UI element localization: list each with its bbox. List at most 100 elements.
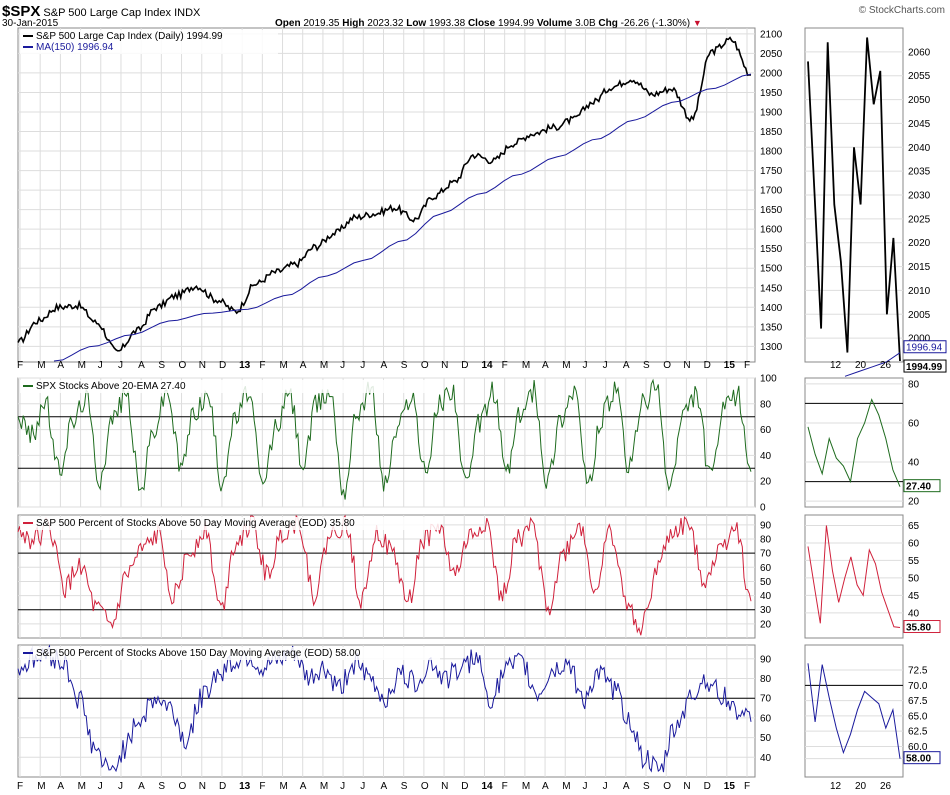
x-tick-label: N — [683, 360, 690, 371]
series-line — [17, 514, 752, 636]
x-tick-label: D — [704, 360, 711, 371]
legend-label: S&P 500 Large Cap Index (Daily) 1994.99 — [36, 31, 223, 42]
x-tick-label: O — [421, 360, 429, 371]
zoom-y-tick-label: 60 — [908, 538, 920, 549]
x-tick-label: N — [199, 781, 206, 792]
y-tick-label: 1500 — [760, 264, 783, 275]
x-tick-label: S — [158, 360, 165, 371]
x-tick-label: D — [219, 781, 226, 792]
zoom-y-tick-label: 2005 — [908, 310, 931, 321]
x-tick-label: 13 — [239, 781, 251, 792]
zoom-series-line — [807, 398, 901, 487]
y-tick-label: 30 — [760, 605, 772, 616]
zoom-series-line — [807, 525, 901, 628]
symbol: $SPX — [2, 3, 41, 20]
x-tick-label: J — [118, 781, 123, 792]
x-tick-label: A — [623, 781, 630, 792]
zoom-y-tick-label: 2045 — [908, 119, 931, 130]
x-tick-label: J — [98, 360, 103, 371]
x-tick-label: A — [381, 781, 388, 792]
x-tick-label: 14 — [481, 781, 493, 792]
watermark: © StockCharts.com — [858, 5, 945, 16]
zoom-x-tick-label: 12 — [830, 360, 842, 371]
series-line — [17, 644, 752, 773]
last-value-label: 58.00 — [906, 754, 931, 765]
x-tick-label: F — [502, 360, 508, 371]
y-tick-label: 20 — [760, 619, 772, 630]
y-tick-label: 1800 — [760, 147, 783, 158]
x-tick-label: M — [78, 360, 86, 371]
x-tick-label: F — [744, 360, 750, 371]
y-tick-label: 1650 — [760, 205, 783, 216]
symbol-name: S&P 500 Large Cap Index — [43, 7, 172, 19]
y-tick-label: 80 — [760, 674, 772, 685]
x-tick-label: S — [158, 781, 165, 792]
y-tick-label: 1350 — [760, 322, 783, 333]
close-value: 1994.99 — [497, 18, 535, 29]
zoom-x-tick-label: 20 — [855, 360, 867, 371]
zoom-y-tick-label: 2015 — [908, 262, 931, 273]
x-tick-label: S — [401, 781, 408, 792]
last-value-label: 27.40 — [906, 482, 931, 493]
zoom-ma-line — [844, 352, 901, 377]
y-tick-label: 2000 — [760, 68, 783, 79]
y-tick-label: 50 — [760, 733, 772, 744]
legend-bg — [20, 380, 440, 393]
panel-frame — [17, 27, 756, 363]
x-tick-label: A — [57, 360, 64, 371]
y-tick-label: 1550 — [760, 244, 783, 255]
legend-bg — [20, 517, 440, 530]
volume-value: 3.0B — [575, 18, 596, 29]
x-tick-label: S — [401, 360, 408, 371]
exchange: INDX — [174, 7, 201, 19]
y-tick-label: 80 — [760, 535, 772, 546]
x-tick-label: M — [562, 781, 570, 792]
y-tick-label: 2050 — [760, 49, 783, 60]
x-tick-label: A — [57, 781, 64, 792]
x-tick-label: A — [138, 360, 145, 371]
x-tick-label: O — [663, 360, 671, 371]
zoom-y-tick-label: 2030 — [908, 191, 931, 202]
x-tick-label: M — [37, 360, 45, 371]
x-tick-label: M — [522, 781, 530, 792]
y-tick-label: 2100 — [760, 29, 783, 40]
x-tick-label: A — [300, 360, 307, 371]
y-tick-label: 20 — [760, 477, 772, 488]
y-tick-label: 40 — [760, 591, 772, 602]
x-tick-label: 14 — [481, 360, 493, 371]
x-tick-label: F — [17, 360, 23, 371]
y-tick-label: 40 — [760, 451, 772, 462]
zoom-y-tick-label: 2050 — [908, 95, 931, 106]
last-value-box — [903, 359, 947, 373]
zoom-y-tick-label: 2000 — [908, 334, 931, 345]
x-tick-label: M — [280, 781, 288, 792]
zoom-y-tick-label: 2025 — [908, 214, 931, 225]
y-tick-label: 60 — [760, 563, 772, 574]
x-tick-label: A — [542, 360, 549, 371]
x-tick-label: D — [461, 781, 468, 792]
open-value: 2019.35 — [303, 18, 340, 29]
y-tick-label: 70 — [760, 549, 772, 560]
symbol-line: $SPX S&P 500 Large Cap Index INDX — [2, 3, 200, 20]
zoom-y-tick-label: 60 — [908, 418, 920, 429]
x-tick-label: 15 — [724, 781, 736, 792]
low-value: 1993.38 — [429, 18, 466, 29]
series-line — [17, 36, 752, 352]
ohlc-line: Open 2019.35 High 2023.32 Low 1993.38 Cl… — [275, 18, 702, 29]
x-tick-label: J — [603, 781, 608, 792]
zoom-x-tick-label: 20 — [855, 781, 867, 792]
last-value-box — [903, 340, 947, 354]
y-tick-label: 90 — [760, 654, 772, 665]
x-tick-label: M — [522, 360, 530, 371]
x-tick-label: J — [582, 781, 587, 792]
zoom-series-line — [807, 37, 901, 362]
y-tick-label: 40 — [760, 753, 772, 764]
x-tick-label: M — [562, 360, 570, 371]
x-tick-label: J — [118, 360, 123, 371]
x-tick-label: J — [582, 360, 587, 371]
x-tick-label: F — [259, 360, 265, 371]
legend-label: MA(150) 1996.94 — [36, 42, 114, 53]
x-tick-label: N — [199, 360, 206, 371]
zoom-series-line — [807, 663, 901, 759]
